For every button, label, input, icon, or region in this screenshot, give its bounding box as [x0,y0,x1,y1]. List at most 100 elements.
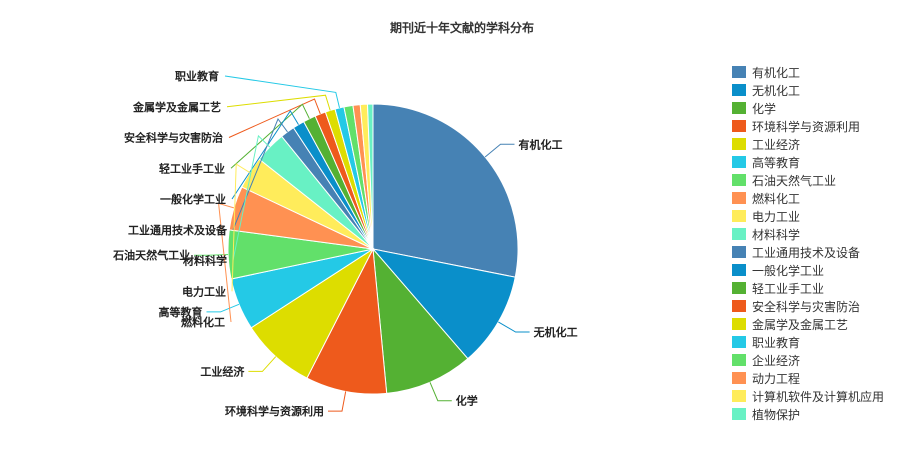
leader-line-12 [230,103,310,169]
legend-swatch-0 [732,66,746,78]
legend-swatch-12 [732,282,746,294]
slice-label-13: 安全科学与灾害防治 [124,131,223,145]
leader-line-3 [328,391,347,412]
legend-label-15: 职业教育 [752,335,800,350]
legend-swatch-1 [732,84,746,96]
legend-swatch-13 [732,300,746,312]
legend-swatch-5 [732,156,746,168]
legend-label-11: 一般化学工业 [752,263,824,278]
pie-slice-19[interactable] [366,103,374,250]
legend-swatch-9 [732,228,746,240]
leader-line-2 [429,382,452,402]
legend-label-13: 安全科学与灾害防治 [752,299,860,314]
legend-label-6: 石油天然气工业 [752,173,836,188]
legend-item-2[interactable]: 化学 [732,101,776,116]
legend-label-7: 燃料化工 [752,191,800,206]
legend-swatch-15 [732,336,746,348]
legend-label-4: 工业经济 [752,137,800,152]
slice-label-9: 材料科学 [183,254,227,268]
legend-label-14: 金属学及金属工艺 [752,317,848,332]
leader-line-14 [226,94,331,111]
legend-label-18: 计算机软件及计算机应用 [752,389,884,404]
slice-label-12: 轻工业手工业 [159,161,225,175]
legend-swatch-17 [732,372,746,384]
slice-label-1: 无机化工 [533,325,578,339]
legend-item-0[interactable]: 有机化工 [732,66,800,80]
legend-item-4[interactable]: 工业经济 [732,137,800,152]
leader-line-9 [232,134,271,261]
leader-line-5 [206,303,240,313]
legend-label-17: 动力工程 [752,371,800,386]
legend-label-16: 企业经济 [752,353,800,368]
legend-swatch-6 [732,174,746,186]
legend-item-3[interactable]: 环境科学与资源利用 [732,119,860,134]
legend-swatch-14 [732,318,746,330]
legend-item-11[interactable]: 一般化学工业 [732,263,824,278]
pie-slice-3[interactable] [306,247,388,395]
slice-label-10: 工业通用技术及设备 [128,223,228,237]
legend-item-8[interactable]: 电力工业 [732,210,800,224]
legend-item-9[interactable]: 材料科学 [732,227,800,242]
leader-line-0 [484,143,515,158]
legend-label-12: 轻工业手工业 [752,282,824,296]
legend-item-16[interactable]: 企业经济 [732,353,800,368]
legend-item-14[interactable]: 金属学及金属工艺 [732,317,848,332]
legend-swatch-10 [732,246,746,258]
leader-line-8 [231,163,251,292]
legend-swatch-7 [732,192,746,204]
pie-slices [227,103,519,395]
slice-label-6: 石油天然气工业 [112,248,190,262]
legend-item-10[interactable]: 工业通用技术及设备 [732,246,860,260]
legend-item-19[interactable]: 植物保护 [732,407,800,422]
leader-line-13 [228,98,321,138]
legend-swatch-19 [732,408,746,420]
legend-item-15[interactable]: 职业教育 [732,335,800,350]
slice-label-8: 电力工业 [182,284,226,298]
legend-label-5: 高等教育 [752,155,800,170]
slice-label-0: 有机化工 [519,137,563,151]
legend-item-13[interactable]: 安全科学与灾害防治 [732,299,860,314]
legend: 有机化工无机化工化学环境科学与资源利用工业经济高等教育石油天然气工业燃料化工电力… [732,66,884,422]
legend-item-18[interactable]: 计算机软件及计算机应用 [732,389,884,404]
leader-line-10 [232,117,288,230]
legend-swatch-8 [732,210,746,222]
legend-item-12[interactable]: 轻工业手工业 [732,282,824,296]
legend-item-7[interactable]: 燃料化工 [732,191,800,206]
slice-label-5: 高等教育 [159,305,203,319]
legend-swatch-18 [732,390,746,402]
leader-line-7 [218,202,235,323]
legend-label-8: 电力工业 [752,210,800,224]
legend-item-6[interactable]: 石油天然气工业 [732,173,836,188]
legend-swatch-4 [732,138,746,150]
legend-label-3: 环境科学与资源利用 [752,119,860,134]
leader-line-6 [194,254,229,256]
legend-swatch-3 [732,120,746,132]
leader-line-1 [498,321,530,333]
slice-label-11: 一般化学工业 [160,192,226,206]
slice-label-4: 工业经济 [200,364,245,378]
leader-line-15 [224,75,340,109]
chart-title: 期刊近十年文献的学科分布 [390,20,534,35]
legend-label-10: 工业通用技术及设备 [752,246,860,260]
legend-item-1[interactable]: 无机化工 [732,84,800,98]
slice-label-7: 燃料化工 [180,315,225,329]
legend-label-0: 有机化工 [752,66,800,80]
legend-label-2: 化学 [752,101,776,116]
legend-swatch-16 [732,354,746,366]
legend-swatch-2 [732,102,746,114]
legend-item-5[interactable]: 高等教育 [732,155,800,170]
leader-lines [194,75,530,412]
pie-slice-0[interactable] [372,103,519,278]
slice-label-14: 金属学及金属工艺 [132,100,221,114]
pie-slice-2[interactable] [372,247,469,394]
leader-line-4 [248,356,277,372]
legend-label-9: 材料科学 [752,227,800,242]
slice-label-3: 环境科学与资源利用 [225,404,324,418]
slice-label-2: 化学 [456,394,478,408]
legend-label-19: 植物保护 [752,407,800,422]
legend-swatch-11 [732,264,746,276]
legend-label-1: 无机化工 [752,84,800,98]
legend-item-17[interactable]: 动力工程 [732,371,800,386]
